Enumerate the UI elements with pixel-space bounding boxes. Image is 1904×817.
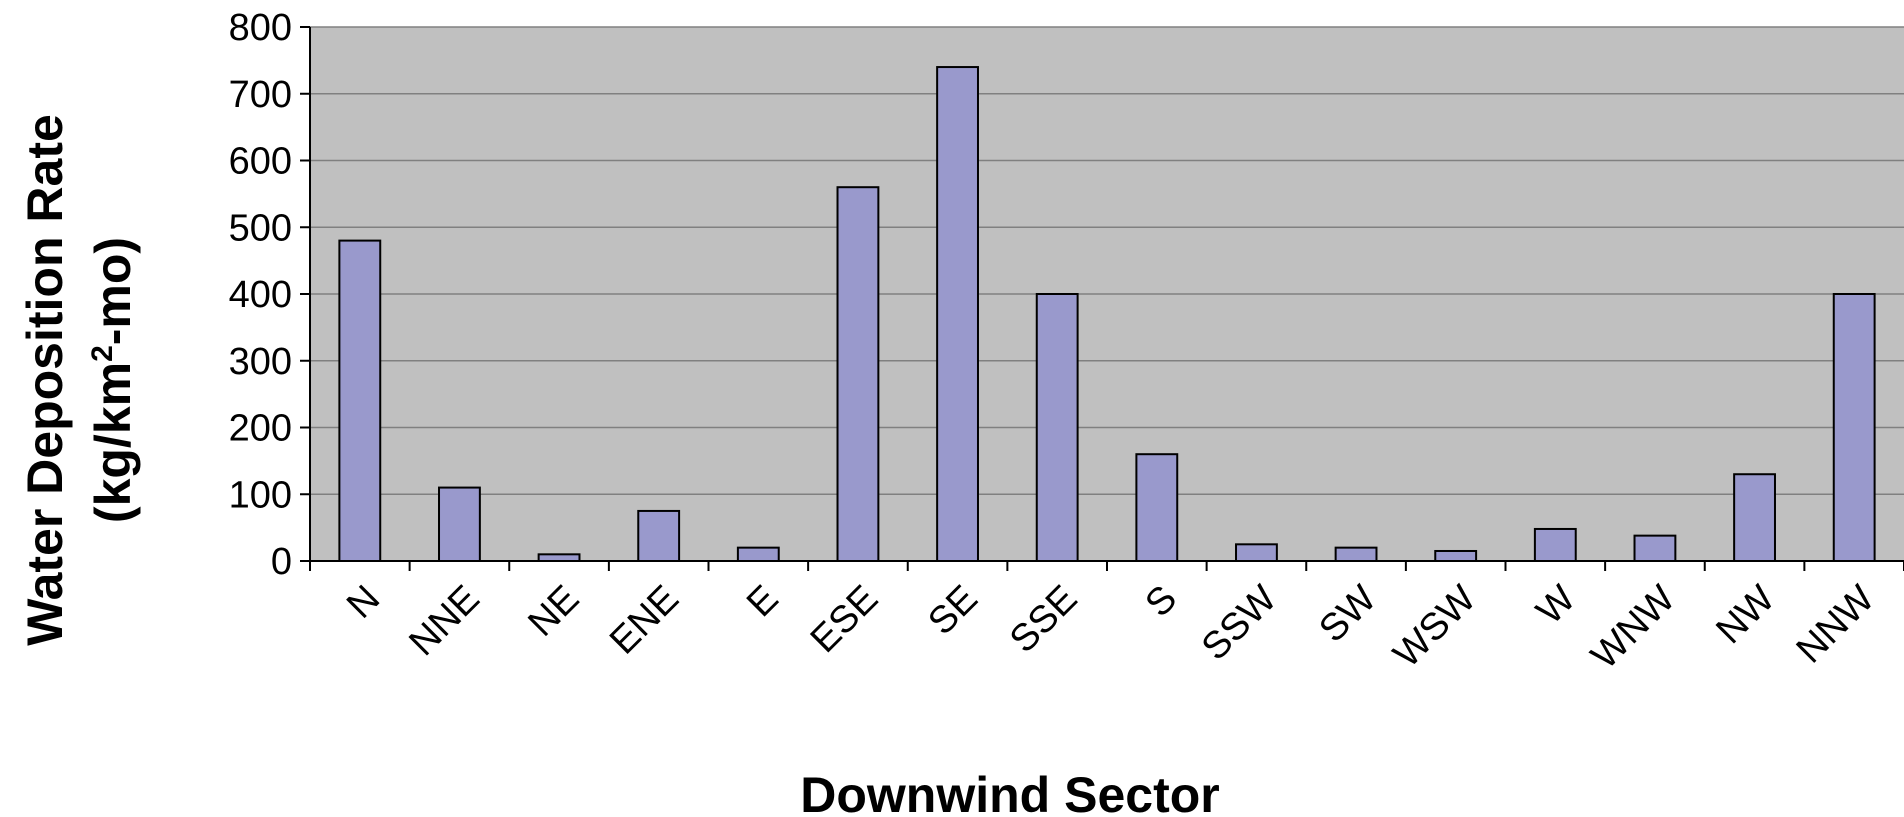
x-tick-label: SSE [1002, 578, 1085, 661]
y-axis-title-line1: Water Deposition Rate [17, 114, 73, 646]
y-tick-label: 100 [229, 474, 292, 516]
x-tick-label: SE [920, 578, 986, 644]
y-tick-label: 500 [229, 207, 292, 249]
x-tick-label: NE [520, 578, 587, 645]
x-tick-label: ESE [803, 578, 886, 661]
bar-nw [1733, 473, 1776, 563]
x-tick-label: ENE [602, 578, 687, 663]
y-tick-label: 400 [229, 274, 292, 316]
x-tick-label: SSW [1194, 578, 1285, 669]
bar-nne [438, 486, 481, 563]
bar-se [936, 66, 979, 563]
y-ticks: 0 100 200 300 400 500 600 700 800 [229, 7, 310, 583]
y-tick-label: 300 [229, 341, 292, 383]
y-tick-label: 0 [271, 541, 292, 583]
bar-sse [1035, 293, 1079, 562]
bar-w [1533, 527, 1577, 563]
x-tick-label: W [1529, 578, 1584, 633]
bar-s [1135, 453, 1179, 563]
x-tick-label: SW [1311, 578, 1384, 651]
x-tick-label: NW [1708, 578, 1783, 653]
y-axis-units-post: -mo) [85, 237, 141, 345]
y-tick-label: 700 [229, 74, 292, 116]
x-tick-label: N [339, 578, 388, 627]
y-axis-title: Water Deposition Rate [17, 114, 73, 646]
x-tick-label: E [739, 578, 787, 626]
bar-ssw [1235, 543, 1278, 562]
y-axis-units-pre: (kg/km [85, 362, 141, 523]
y-tick-label: 600 [229, 141, 292, 183]
bars [338, 66, 1876, 563]
bar-e [736, 546, 780, 563]
bar-ene [637, 509, 681, 562]
gridlines [310, 26, 1904, 495]
y-axis-units-sup: 2 [86, 345, 119, 362]
bar-ne [537, 553, 581, 563]
y-axis-title-units: (kg/km2-mo) [85, 237, 141, 523]
y-tick-label: 800 [229, 7, 292, 49]
bar-wnw [1633, 534, 1677, 563]
x-tick-label: WNW [1583, 578, 1683, 678]
x-ticks: N NNE NE ENE E ESE SE SSE S SSW SW WSW W WNW NW NNW [309, 561, 1904, 678]
x-tick-label: NNW [1789, 578, 1883, 672]
bar-wsw [1434, 549, 1478, 562]
x-tick-label: WSW [1386, 578, 1484, 676]
bar-nnw [1832, 293, 1876, 562]
x-tick-label: S [1138, 578, 1186, 626]
bar-n [338, 239, 382, 562]
x-axis-title: Downwind Sector [800, 767, 1219, 817]
x-tick-label: NNE [401, 578, 487, 664]
bar-ese [836, 186, 880, 562]
y-tick-label: 200 [229, 408, 292, 450]
bar-sw [1334, 546, 1378, 563]
